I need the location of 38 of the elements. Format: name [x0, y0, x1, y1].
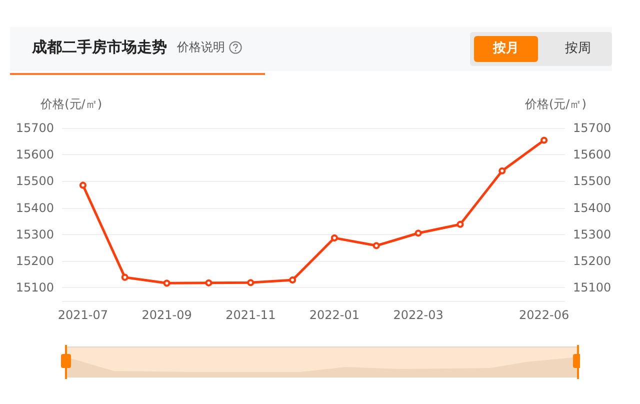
- point: [540, 136, 548, 144]
- x-tick-label: 2021-07: [58, 308, 108, 322]
- y2-tick-label: 15300: [573, 227, 612, 242]
- x-tick-label: 2021-09: [142, 308, 192, 322]
- y2-tick-label: 15400: [573, 200, 612, 215]
- y2-tick-label: 15200: [573, 254, 612, 268]
- point: [289, 276, 296, 284]
- point: [498, 167, 506, 174]
- y2-tick-label: 15600: [573, 148, 612, 162]
- x-tick-label: 2022-06: [518, 308, 570, 322]
- y-tick-label: 15200: [16, 254, 54, 268]
- point: [247, 279, 254, 286]
- y-tick-label: 15500: [16, 174, 54, 188]
- chart-subtitle: 价格说明: [177, 39, 225, 56]
- point: [163, 280, 170, 287]
- x-tick-label: 2022-01: [309, 308, 360, 322]
- point: [414, 230, 422, 237]
- point: [205, 279, 212, 286]
- point: [330, 234, 338, 242]
- y2-tick-label: 15700: [573, 121, 612, 135]
- text: 按周: [564, 40, 592, 58]
- y-tick-label: 15600: [16, 148, 54, 162]
- point: [372, 242, 380, 250]
- y2-axis-title: 价格(元/㎡): [524, 97, 586, 111]
- point: [121, 274, 128, 281]
- y-tick-label: 15300: [16, 227, 54, 242]
- y-tick-label: 15400: [16, 200, 54, 215]
- y2-tick-label: 15500: [573, 174, 612, 188]
- point: [79, 182, 86, 189]
- point: [456, 220, 464, 228]
- y-tick-label: 15700: [16, 121, 54, 135]
- chart-title: 成都二手房市场走势: [32, 38, 167, 57]
- x-tick-label: 2021-11: [226, 308, 276, 322]
- x-tick-label: 2022-03: [393, 308, 444, 322]
- y-axis-title: 价格(元/㎡): [40, 97, 102, 111]
- y2-tick-label: 15100: [573, 280, 612, 295]
- y-tick-label: 15100: [16, 280, 54, 295]
- text: 按月: [474, 36, 538, 62]
